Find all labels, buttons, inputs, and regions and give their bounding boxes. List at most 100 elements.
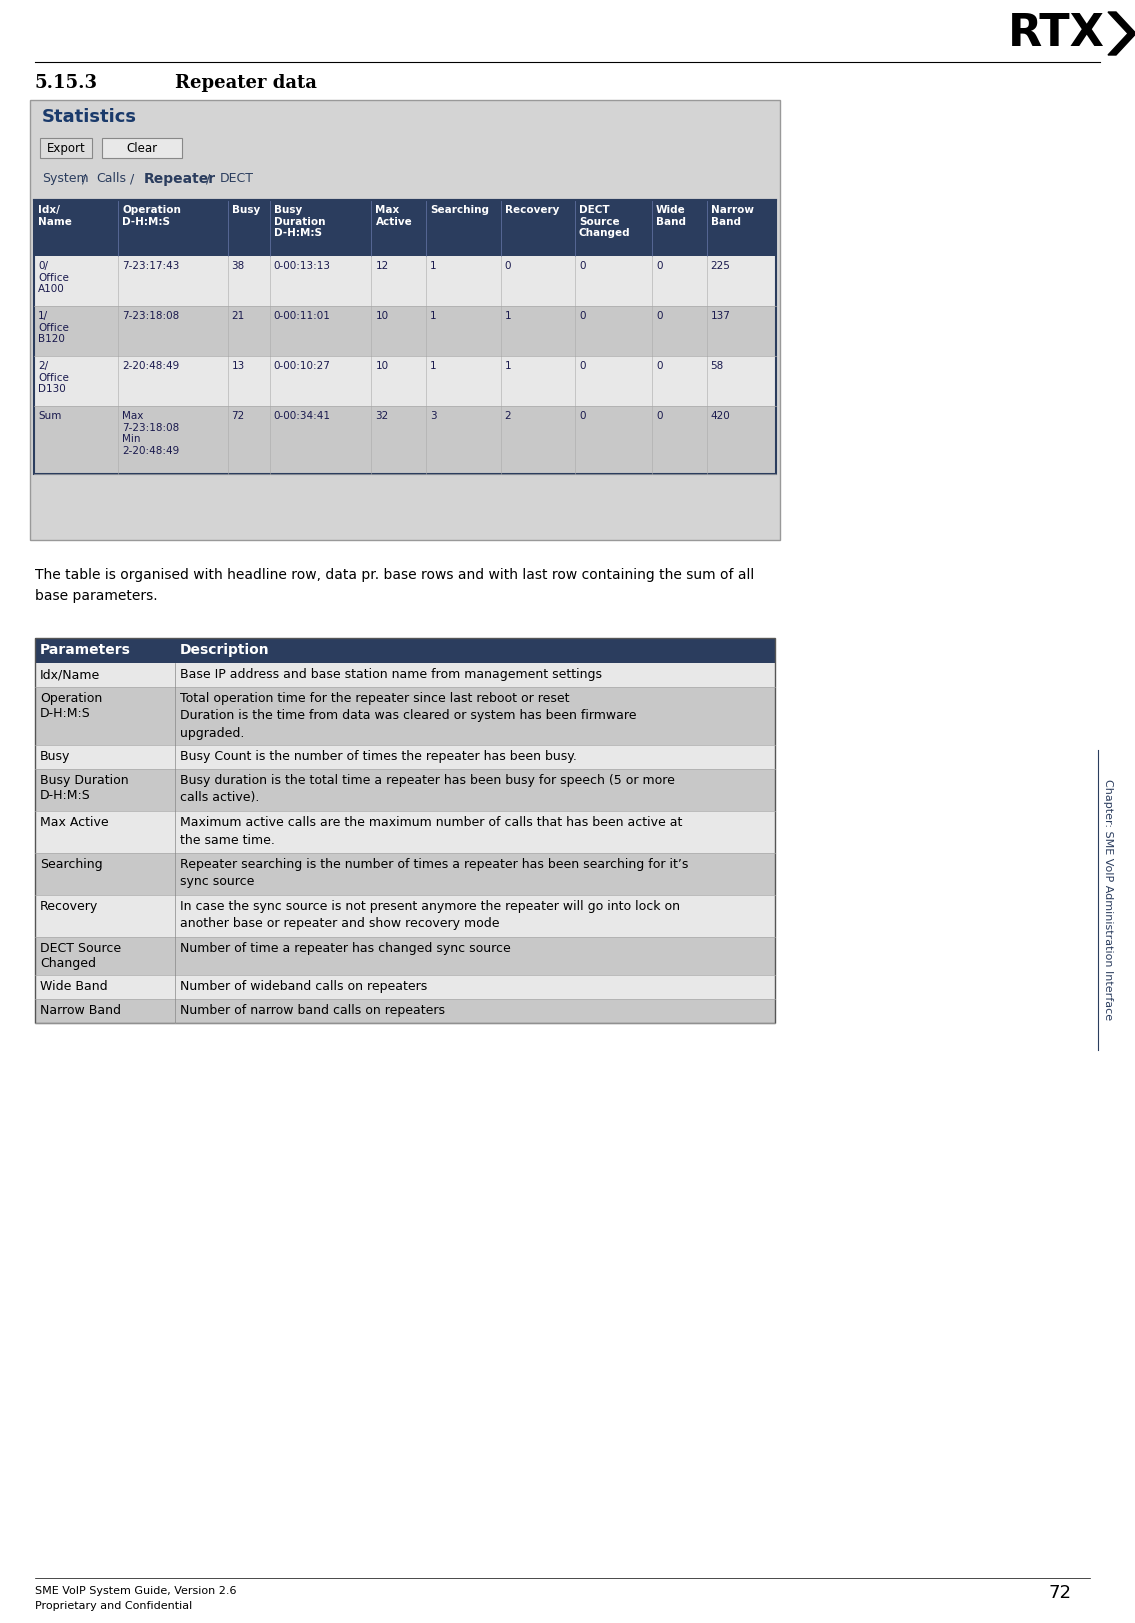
Bar bbox=[35, 638, 775, 1022]
Text: 0-00:11:01: 0-00:11:01 bbox=[274, 312, 330, 321]
Text: 5.15.3: 5.15.3 bbox=[35, 75, 98, 93]
Text: 2/
Office
D130: 2/ Office D130 bbox=[37, 360, 69, 394]
Text: SME VoIP System Guide, Version 2.6
Proprietary and Confidential: SME VoIP System Guide, Version 2.6 Propr… bbox=[35, 1586, 236, 1610]
Text: Number of narrow band calls on repeaters: Number of narrow band calls on repeaters bbox=[180, 1005, 445, 1018]
Bar bbox=[35, 812, 775, 854]
Text: 0: 0 bbox=[579, 360, 586, 372]
Text: /: / bbox=[78, 172, 91, 185]
Text: Recovery: Recovery bbox=[40, 901, 99, 914]
Text: 38: 38 bbox=[232, 261, 245, 271]
Text: /: / bbox=[202, 172, 213, 185]
Text: In case the sync source is not present anymore the repeater will go into lock on: In case the sync source is not present a… bbox=[180, 901, 680, 930]
Text: System: System bbox=[42, 172, 89, 185]
Text: 2-20:48:49: 2-20:48:49 bbox=[123, 360, 179, 372]
Bar bbox=[35, 745, 775, 769]
Bar bbox=[34, 406, 776, 474]
Text: Busy duration is the total time a repeater has been busy for speech (5 or more
c: Busy duration is the total time a repeat… bbox=[180, 774, 675, 805]
Bar bbox=[34, 256, 776, 307]
Text: Clear: Clear bbox=[126, 141, 158, 156]
Bar bbox=[34, 200, 776, 474]
Text: 137: 137 bbox=[711, 312, 731, 321]
Text: Chapter: SME VoIP Administration Interface: Chapter: SME VoIP Administration Interfa… bbox=[1103, 779, 1113, 1021]
Text: Wide
Band: Wide Band bbox=[656, 204, 686, 227]
Text: Busy: Busy bbox=[40, 750, 70, 763]
Text: DECT Source
Changed: DECT Source Changed bbox=[40, 941, 121, 971]
Text: Export: Export bbox=[47, 141, 85, 156]
Bar bbox=[30, 101, 780, 540]
Text: 0: 0 bbox=[579, 411, 586, 420]
Text: 0: 0 bbox=[656, 360, 663, 372]
Text: Narrow
Band: Narrow Band bbox=[711, 204, 754, 227]
Text: 3: 3 bbox=[430, 411, 437, 420]
Bar bbox=[35, 894, 775, 936]
Text: Parameters: Parameters bbox=[40, 643, 131, 657]
Text: Searching: Searching bbox=[430, 204, 489, 214]
Text: Busy: Busy bbox=[232, 204, 260, 214]
Text: /: / bbox=[126, 172, 138, 185]
Text: Repeater data: Repeater data bbox=[175, 75, 317, 93]
Text: 0: 0 bbox=[656, 411, 663, 420]
Text: 225: 225 bbox=[711, 261, 731, 271]
Text: 10: 10 bbox=[376, 312, 388, 321]
Bar bbox=[35, 664, 775, 687]
Text: 10: 10 bbox=[376, 360, 388, 372]
Text: Busy
Duration
D-H:M:S: Busy Duration D-H:M:S bbox=[274, 204, 326, 239]
Text: Operation
D-H:M:S: Operation D-H:M:S bbox=[40, 691, 102, 721]
Text: The table is organised with headline row, data pr. base rows and with last row c: The table is organised with headline row… bbox=[35, 568, 755, 602]
Text: Wide Band: Wide Band bbox=[40, 980, 108, 993]
Text: 0: 0 bbox=[656, 261, 663, 271]
Text: 1: 1 bbox=[505, 360, 511, 372]
Text: Repeater searching is the number of times a repeater has been searching for it’s: Repeater searching is the number of time… bbox=[180, 859, 688, 888]
Text: 58: 58 bbox=[711, 360, 724, 372]
Text: Max
7-23:18:08
Min
2-20:48:49: Max 7-23:18:08 Min 2-20:48:49 bbox=[123, 411, 179, 456]
Text: 1: 1 bbox=[430, 360, 437, 372]
Text: 21: 21 bbox=[232, 312, 245, 321]
Text: Number of time a repeater has changed sync source: Number of time a repeater has changed sy… bbox=[180, 941, 511, 954]
Text: 7-23:18:08: 7-23:18:08 bbox=[123, 312, 179, 321]
Text: Repeater: Repeater bbox=[144, 172, 216, 187]
Text: Max Active: Max Active bbox=[40, 816, 109, 829]
Text: 1: 1 bbox=[505, 312, 511, 321]
Text: DECT: DECT bbox=[219, 172, 253, 185]
Text: Base IP address and base station name from management settings: Base IP address and base station name fr… bbox=[180, 669, 602, 682]
Text: Recovery: Recovery bbox=[505, 204, 558, 214]
Bar bbox=[34, 200, 776, 256]
Bar bbox=[40, 138, 92, 157]
Text: Number of wideband calls on repeaters: Number of wideband calls on repeaters bbox=[180, 980, 427, 993]
Bar bbox=[35, 936, 775, 975]
Bar bbox=[35, 638, 775, 664]
Text: 0: 0 bbox=[656, 312, 663, 321]
Text: 0/
Office
A100: 0/ Office A100 bbox=[37, 261, 69, 294]
Text: 420: 420 bbox=[711, 411, 730, 420]
Bar bbox=[34, 355, 776, 406]
Text: 13: 13 bbox=[232, 360, 245, 372]
Text: 0-00:13:13: 0-00:13:13 bbox=[274, 261, 330, 271]
Text: 1/
Office
B120: 1/ Office B120 bbox=[37, 312, 69, 344]
Text: 0-00:34:41: 0-00:34:41 bbox=[274, 411, 330, 420]
Text: Searching: Searching bbox=[40, 859, 102, 872]
Text: Operation
D-H:M:S: Operation D-H:M:S bbox=[123, 204, 182, 227]
Bar bbox=[35, 975, 775, 1000]
Bar bbox=[35, 1000, 775, 1022]
Text: Statistics: Statistics bbox=[42, 109, 137, 127]
Text: 0: 0 bbox=[579, 312, 586, 321]
Text: 0: 0 bbox=[505, 261, 511, 271]
Text: 2: 2 bbox=[505, 411, 511, 420]
Text: Busy Count is the number of times the repeater has been busy.: Busy Count is the number of times the re… bbox=[180, 750, 577, 763]
Text: Sum: Sum bbox=[37, 411, 61, 420]
Text: 72: 72 bbox=[232, 411, 245, 420]
Bar bbox=[35, 687, 775, 745]
Text: 1: 1 bbox=[430, 261, 437, 271]
Text: Max
Active: Max Active bbox=[376, 204, 412, 227]
Text: 32: 32 bbox=[376, 411, 389, 420]
Text: Busy Duration
D-H:M:S: Busy Duration D-H:M:S bbox=[40, 774, 128, 802]
Text: 12: 12 bbox=[376, 261, 389, 271]
Text: Description: Description bbox=[180, 643, 270, 657]
Bar bbox=[35, 769, 775, 812]
Text: Calls: Calls bbox=[96, 172, 126, 185]
Text: RTX: RTX bbox=[1008, 11, 1105, 55]
Text: 0-00:10:27: 0-00:10:27 bbox=[274, 360, 330, 372]
Text: Idx/Name: Idx/Name bbox=[40, 669, 100, 682]
Text: 7-23:17:43: 7-23:17:43 bbox=[123, 261, 179, 271]
Text: 0: 0 bbox=[579, 261, 586, 271]
